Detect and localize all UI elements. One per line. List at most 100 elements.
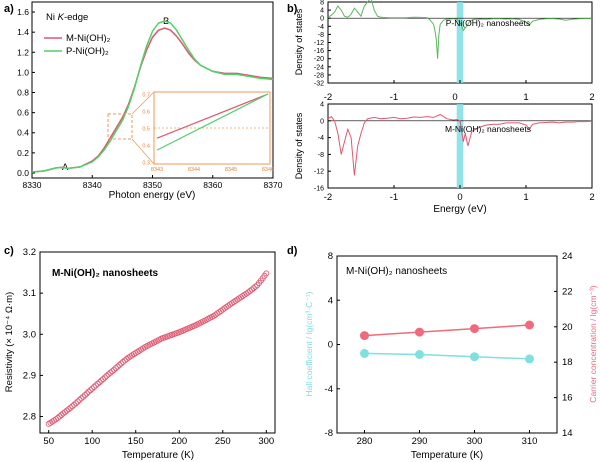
- panel-d-x-label: Temperature (K): [411, 450, 483, 461]
- c-data-point: [98, 377, 105, 384]
- c-data-point: [89, 385, 96, 392]
- c-data-point: [60, 410, 67, 417]
- d-data-point-0: [525, 354, 534, 364]
- b-bottom-xtick-label: 0: [457, 192, 462, 203]
- c-xtick-label: 100: [84, 436, 100, 447]
- c-ytick-label: 2.9: [23, 370, 36, 381]
- d-xtick-label: 310: [522, 436, 538, 447]
- legend-label-p: P-Ni(OH)₂: [66, 46, 109, 57]
- c-data-point: [109, 368, 116, 375]
- d-ytick-label: 4: [328, 295, 333, 306]
- a-ytick-label: 1.2: [17, 47, 29, 57]
- c-data-point: [118, 360, 125, 367]
- c-data-point: [120, 358, 127, 365]
- b-ytick-label: 0: [320, 118, 324, 125]
- b-ytick-label: 4: [320, 102, 324, 109]
- panel-b-top-y-label: Density of states: [294, 8, 304, 75]
- d-y2tick-label: 14: [562, 428, 573, 439]
- a-ytick-label: 1.4: [17, 27, 29, 37]
- panel-c-title: M-Ni(OH)₂ nanosheets: [52, 268, 159, 279]
- inset-ticks: 0.3 0.4 0.5 0.6 0.7 8343 8344 8345 8346: [142, 93, 274, 174]
- inset-xtick-label: 8343: [151, 167, 163, 173]
- c-data-point: [96, 379, 103, 386]
- b-ytick-label: -12: [314, 169, 324, 176]
- c-data-point: [80, 393, 87, 400]
- c-data-point: [69, 403, 76, 410]
- inset-series-line-1: [156, 93, 269, 151]
- d-data-point-1: [525, 320, 534, 330]
- b-ytick-label: -32: [314, 81, 324, 88]
- c-data-point: [58, 411, 65, 418]
- c-data-point: [63, 407, 70, 414]
- zoom-connector-top: [131, 91, 155, 115]
- c-data-point: [107, 369, 114, 376]
- zoom-connector-bottom: [131, 138, 155, 165]
- b-dos-line-0: [327, 0, 592, 59]
- c-data-point: [72, 400, 79, 407]
- a-xtick-label: 8330: [23, 180, 42, 190]
- inset-ytick-label: 0.7: [142, 93, 150, 99]
- c-data-point: [114, 363, 121, 370]
- c-data-point: [67, 404, 74, 411]
- b-ytick-label: 4: [320, 8, 324, 15]
- fermi-band-top: [456, 2, 464, 83]
- d-data-point-1: [470, 324, 479, 334]
- panel-c-ticks: 2.8 2.9 3.0 3.1 3.2 50 100 150 200 250 300: [23, 247, 274, 447]
- b-ytick-label: -12: [314, 40, 324, 47]
- b-ytick-label: -8: [318, 152, 324, 159]
- d-xtick-label: 280: [357, 436, 373, 447]
- b-ytick-label: -16: [314, 48, 324, 55]
- a-series-line-1: [31, 20, 274, 173]
- b-ytick-label: -24: [314, 64, 324, 71]
- c-data-point: [94, 380, 101, 387]
- c-data-point: [246, 287, 253, 294]
- c-ytick-label: 3.2: [23, 247, 36, 258]
- b-bottom-xtick-label: -2: [324, 192, 332, 203]
- subplot-label-m: M-Ni(OH)₂ nanosheets: [445, 124, 531, 134]
- legend-label-m: M-Ni(OH)₂: [66, 33, 111, 44]
- panel-d-frame: [336, 255, 558, 434]
- inset-chart: 0.3 0.4 0.5 0.6 0.7 8343 8344 8345 8346: [142, 91, 274, 174]
- d-ytick-label: 0: [328, 340, 333, 351]
- b-ytick-label: 8: [320, 0, 324, 7]
- panel-c-series: [45, 270, 270, 427]
- a-ytick-label: 0.8: [17, 88, 29, 98]
- panel-a: a) 0.00.20.40.60.81.01.21.41.6 8330 8340 8…: [4, 1, 283, 201]
- d-xtick-label: 290: [412, 436, 428, 447]
- panel-d-title: M-Ni(OH)₂ nanosheets: [346, 266, 447, 277]
- panel-d: d) 8 4 0 -4 -8 24 22 20 18 16 14 280 290 300 310 M-Ni(…: [287, 245, 598, 461]
- d-xtick-label: 300: [467, 436, 483, 447]
- d-data-point-1: [415, 327, 424, 337]
- a-ytick-label: 0.4: [17, 128, 29, 138]
- a-ytick-label: 0.2: [17, 148, 29, 158]
- c-ytick-label: 3.0: [23, 329, 36, 340]
- d-series-line-1: [364, 324, 530, 337]
- c-data-point: [250, 285, 257, 292]
- b-ytick-label: -20: [314, 56, 324, 63]
- inset-xtick-label: 8344: [188, 167, 200, 173]
- c-xtick-label: 250: [215, 436, 231, 447]
- c-data-point: [85, 388, 92, 395]
- panel-d-series: [360, 320, 534, 364]
- panel-b: b) 840-4-8-12-16-20-24-28-3240-4-8-12-16…: [287, 0, 595, 215]
- c-data-point: [112, 365, 119, 372]
- panel-a-y-ticks: 0.0 0.2 0.4 0.6 0.8 1.0 1.2 1.4 1.6: [17, 7, 35, 178]
- c-data-point: [101, 374, 108, 381]
- panel-a-x-label: Photon energy (eV): [109, 190, 196, 201]
- a-ytick-label: 0.0: [17, 168, 29, 178]
- c-data-point: [92, 382, 99, 389]
- b-top-xtick-label: -2: [324, 92, 332, 103]
- panel-a-label: a): [4, 3, 14, 15]
- panel-c-y-label: Resistivity (× 10⁻⁴ Ω·m): [4, 292, 15, 392]
- panel-b-bottom-y-label: Density of states: [294, 112, 304, 179]
- c-data-point: [65, 406, 72, 413]
- d-series-line-0: [364, 352, 530, 360]
- c-data-point: [252, 283, 259, 290]
- b-ytick-label: -16: [314, 186, 324, 193]
- zoom-region-box: [107, 113, 133, 140]
- b-dos-line-1: [327, 113, 593, 176]
- b-ytick-label: -4: [318, 24, 324, 31]
- panel-a-legend: M-Ni(OH)₂ P-Ni(OH)₂: [44, 33, 111, 57]
- d-y2tick-label: 18: [562, 357, 573, 368]
